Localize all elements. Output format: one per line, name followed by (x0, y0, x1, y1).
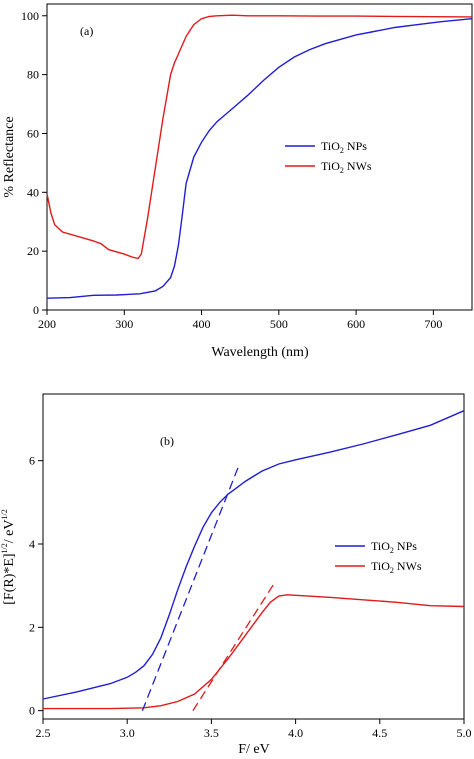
y-tick-label: 60 (27, 126, 39, 140)
chart-panel-a: 200 300 400 500 600 700 0 20 40 60 80 100 (a) Wavel… (2, 3, 473, 360)
plot-frame-b (42, 393, 465, 720)
series-line-a-1 (46, 14, 473, 260)
x-tick-label: 200 (38, 317, 56, 331)
y-axis-label-b: [F(R)*E]1/2/ eV1/2 (0, 509, 17, 605)
y-tick-label: 4 (29, 537, 35, 551)
x-tick-label: 600 (347, 317, 365, 331)
legend-label: TiO2 NWs (371, 559, 422, 575)
x-axis-label-b: F/ eV (238, 742, 270, 757)
axis-ticks-a: 200 300 400 500 600 700 0 20 40 60 80 100 (21, 9, 442, 331)
legend-a: TiO2 NPs TiO2 NWs (285, 139, 372, 175)
fit-line-b-3 (192, 581, 276, 712)
legend-label: TiO2 NPs (321, 139, 367, 155)
y-axis-label-b-sup2: 1/2 (0, 509, 9, 519)
y-tick-label: 6 (29, 454, 35, 468)
x-tick-label: 5.0 (457, 726, 472, 740)
legend-label: TiO2 NWs (321, 159, 372, 175)
legend-b: TiO2 NPs TiO2 NWs (335, 539, 422, 575)
panel-label-a: (a) (80, 24, 93, 38)
x-tick-label: 400 (193, 317, 211, 331)
legend-label: TiO2 NPs (371, 539, 417, 555)
y-axis-label-b-main: [F(R)*E] (2, 553, 17, 604)
y-tick-label: 0 (29, 704, 35, 718)
series-group-a (46, 14, 473, 299)
fit-line-b-2 (141, 466, 239, 711)
x-tick-label: 4.0 (288, 726, 303, 740)
y-tick-label: 80 (27, 68, 39, 82)
x-tick-label: 300 (115, 317, 133, 331)
y-tick-label: 20 (27, 244, 39, 258)
panel-label-b: (b) (160, 434, 174, 448)
y-tick-label: 0 (33, 303, 39, 317)
y-axis-label-b-sup1: 1/2 (0, 543, 9, 553)
x-tick-label: 3.0 (120, 726, 135, 740)
series-group-b (42, 410, 465, 712)
x-tick-label: 2.5 (36, 726, 51, 740)
x-tick-label: 3.5 (204, 726, 219, 740)
y-tick-label: 100 (21, 9, 39, 23)
axis-ticks-b: 2.5 3.0 3.5 4.0 4.5 5.0 0 2 4 6 (29, 454, 472, 740)
y-tick-label: 2 (29, 620, 35, 634)
x-tick-label: 700 (424, 317, 442, 331)
series-line-b-0 (42, 410, 465, 700)
chart-panel-b: 2.5 3.0 3.5 4.0 4.5 5.0 0 2 4 6 (b) F/ eV [F(R)*E… (0, 393, 472, 757)
series-line-a-0 (46, 18, 473, 299)
y-axis-label-b-mid: / eV (2, 519, 17, 543)
series-line-b-1 (43, 594, 465, 710)
y-tick-label: 40 (27, 185, 39, 199)
x-axis-label-a: Wavelength (nm) (211, 345, 309, 360)
x-tick-label: 4.5 (372, 726, 387, 740)
x-tick-label: 500 (270, 317, 288, 331)
plot-frame-a (46, 3, 473, 311)
y-axis-label-a: % Reflectance (2, 116, 17, 197)
